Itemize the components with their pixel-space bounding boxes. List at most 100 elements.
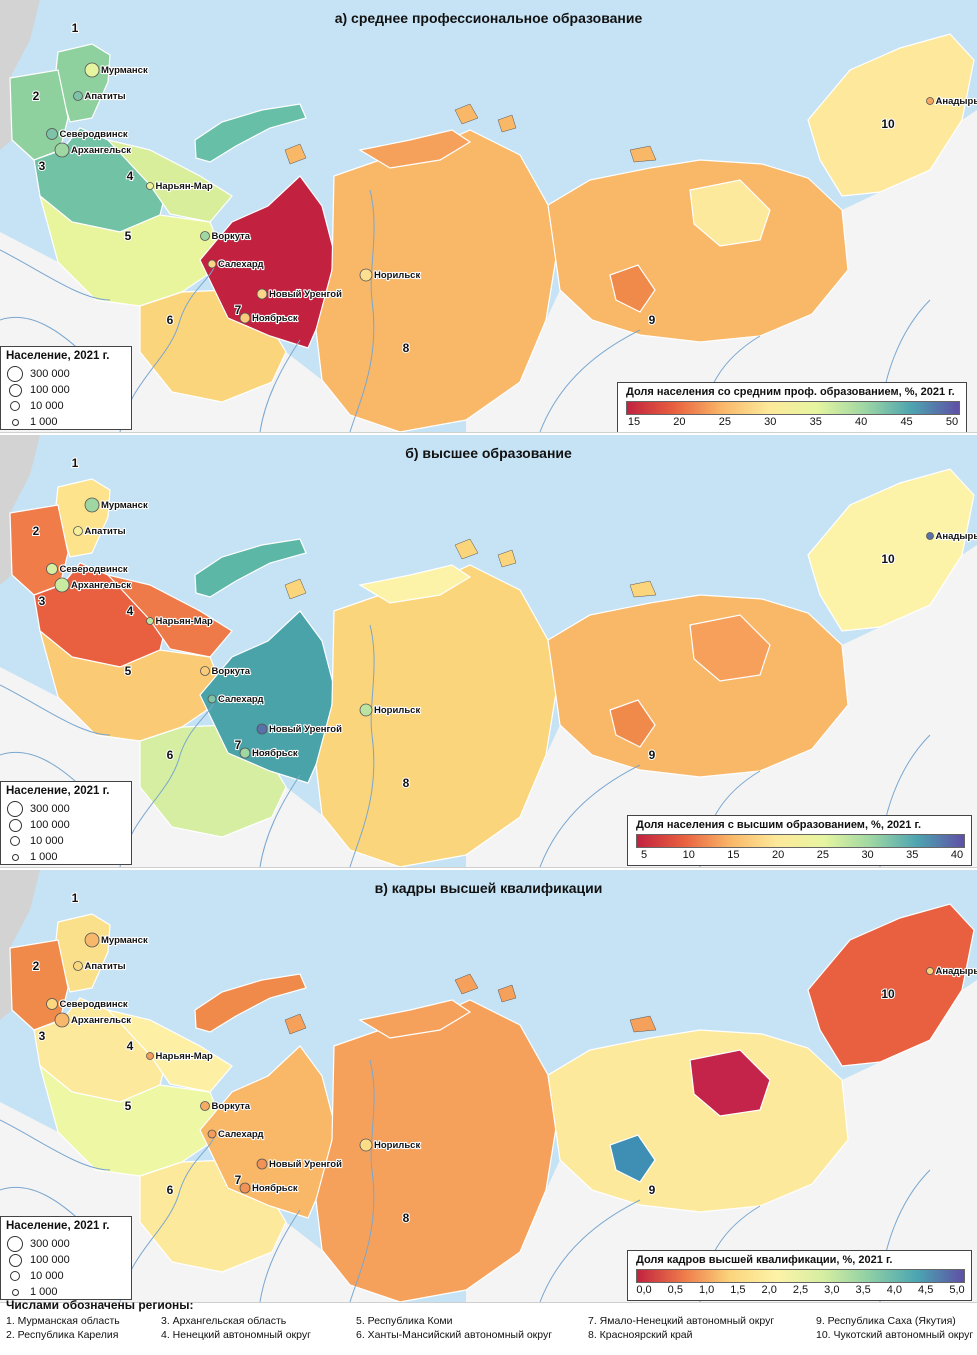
color-legend-tick: 10: [682, 849, 695, 861]
city-marker: [146, 1052, 154, 1060]
island-4: [497, 984, 517, 1003]
region-novaya-zemlya: [194, 538, 307, 598]
region-number-3: 3: [39, 1029, 46, 1043]
city-marker: [239, 312, 251, 324]
region-yakutia-center: [609, 264, 656, 313]
river-1: [119, 1134, 216, 1302]
population-legend-item: 300 000: [6, 801, 126, 817]
mainland-south-east: [466, 545, 977, 867]
region-number-1: 1: [72, 456, 79, 470]
island-2: [454, 973, 479, 995]
color-legend-tick: 1,5: [730, 1284, 746, 1296]
map-panel-1: 1 2 3 4 5 6 7 8 9 10 Мурманск Апатиты Северодвинск Ар…: [0, 0, 977, 433]
region-number-9: 9: [649, 748, 656, 762]
panel-title: б) высшее образование: [405, 445, 572, 461]
region-number-5: 5: [125, 229, 132, 243]
city-label: Архангельск: [71, 1015, 131, 1026]
color-legend: Доля населения со средним проф. образова…: [617, 382, 967, 432]
region-yakutia-east: [689, 614, 771, 682]
city-label: Северодвинск: [60, 564, 128, 575]
region-novaya-zemlya: [194, 973, 307, 1033]
color-legend: Доля кадров высшей квалификации, %, 2021…: [627, 1250, 972, 1301]
city-label: Нарьян-Мар: [156, 181, 214, 192]
region-chukotka: [807, 468, 975, 632]
city-marker: [84, 932, 100, 948]
region-chukotka: [807, 33, 975, 197]
city-label: Апатиты: [85, 961, 126, 972]
footnote-item: 9. Республика Саха (Якутия): [816, 1315, 956, 1327]
city-label: Архангельск: [71, 145, 131, 156]
city-marker: [54, 577, 70, 593]
population-legend-title: Население, 2021 г.: [6, 350, 110, 362]
foreign-territory: [0, 870, 40, 1020]
footnote-item: 10. Чукотский автономный округ: [816, 1329, 974, 1341]
region-yakutia: [547, 159, 849, 343]
city-label: Салехард: [218, 1129, 264, 1140]
region-number-4: 4: [127, 1039, 134, 1053]
footnote-item: 5. Республика Коми: [356, 1315, 453, 1327]
city-marker: [359, 703, 373, 717]
region-number-8: 8: [403, 776, 410, 790]
population-legend-item: 1 000: [6, 414, 126, 430]
river-4: [539, 1199, 641, 1302]
river-3: [349, 189, 375, 432]
region-number-9: 9: [649, 1183, 656, 1197]
footnote-item: 6. Ханты-Мансийский автономный округ: [356, 1329, 553, 1341]
city-marker: [73, 961, 83, 971]
city-label: Ноябрьск: [252, 1183, 298, 1194]
city-label: Анадырь: [936, 531, 977, 542]
region-yakutia-center: [609, 699, 656, 748]
city-label: Мурманск: [101, 65, 148, 76]
region-number-5: 5: [125, 664, 132, 678]
island-4: [497, 549, 517, 568]
city-label: Анадырь: [936, 96, 977, 107]
color-legend-tick: 2,5: [792, 1284, 809, 1296]
color-legend-tick: 40: [950, 849, 964, 861]
region-number-6: 6: [167, 748, 174, 762]
map-canvas: 1 2 3 4 5 6 7 8 9 10 Мурманск Апатиты Северодвинск Ар…: [0, 435, 977, 867]
panel-title: в) кадры высшей квалификации: [374, 880, 603, 896]
color-legend-tick: 45: [900, 416, 913, 428]
color-legend-tick: 4,0: [886, 1284, 903, 1296]
color-legend-tick: 25: [816, 849, 829, 861]
city-marker: [207, 694, 217, 704]
cities: Мурманск Апатиты Северодвинск Архангельск На…: [46, 62, 977, 325]
city-marker: [239, 1182, 251, 1194]
city-label: Апатиты: [85, 526, 126, 537]
city-marker: [256, 1158, 268, 1170]
region-taimyr: [358, 564, 472, 604]
region-number-8: 8: [403, 341, 410, 355]
color-legend-tick: 2,0: [761, 1284, 777, 1296]
region-taimyr: [358, 129, 472, 169]
color-legend: Доля населения с высшим образованием, %,…: [627, 815, 972, 866]
color-legend-tick: 1,0: [698, 1284, 715, 1296]
region-number-2: 2: [33, 959, 40, 973]
city-marker: [146, 617, 154, 625]
city-marker: [256, 288, 268, 300]
region-number-8: 8: [403, 1211, 410, 1225]
color-legend-tick: 15: [627, 416, 641, 428]
river-1: [119, 699, 216, 867]
foreign-territory: [0, 435, 40, 585]
population-legend-item: 10 000: [6, 833, 126, 849]
city-marker: [54, 1012, 70, 1028]
population-legend-item: 300 000: [6, 1236, 126, 1252]
city-label: Новый Уренгой: [269, 1159, 342, 1170]
color-legend-tick: 5: [640, 849, 648, 861]
river-7: [0, 249, 111, 301]
region-yakutia: [547, 594, 849, 778]
footnote-item: 3. Архангельская область: [161, 1315, 287, 1327]
color-legend-tick: 40: [855, 416, 868, 428]
city-label: Ноябрьск: [252, 313, 298, 324]
river-3: [349, 624, 375, 867]
footnote-item: 8. Красноярский край: [588, 1329, 693, 1341]
region-chukotka: [807, 903, 975, 1067]
city-label: Северодвинск: [60, 999, 128, 1010]
region-number-10: 10: [881, 987, 895, 1001]
mainland-south-east: [466, 110, 977, 432]
color-legend-tick: 30: [764, 416, 777, 428]
region-taimyr: [358, 999, 472, 1039]
region-number-10: 10: [881, 552, 895, 566]
city-marker: [73, 526, 83, 536]
region-yakutia-center: [609, 1134, 656, 1183]
